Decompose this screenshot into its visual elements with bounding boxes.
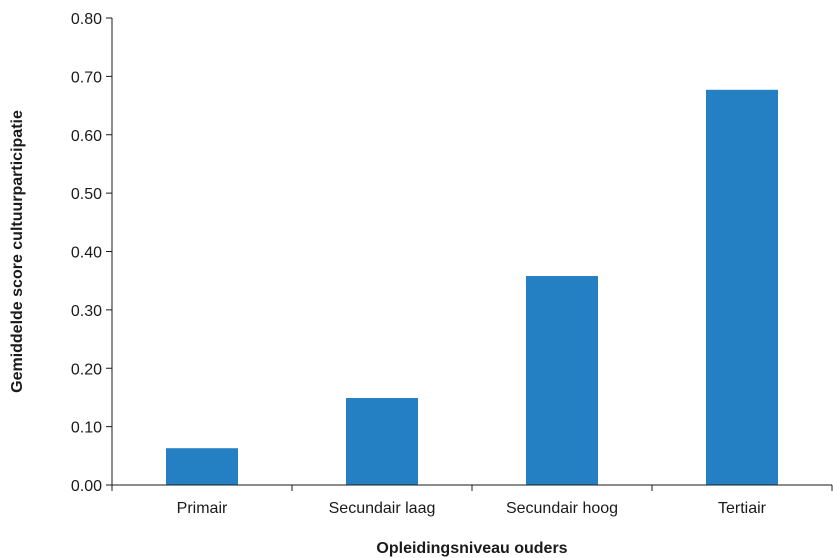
y-tick-label: 0.20 xyxy=(71,361,102,378)
bars xyxy=(166,89,778,486)
bar xyxy=(166,448,238,485)
y-tick-label: 0.40 xyxy=(71,245,102,262)
y-tick-label: 0.10 xyxy=(71,420,102,437)
x-tick-label: Tertiair xyxy=(718,500,767,517)
y-tick-label: 0.50 xyxy=(71,186,102,203)
x-tick-label: Primair xyxy=(177,500,228,517)
bar xyxy=(346,398,418,485)
y-tick-label: 0.70 xyxy=(71,69,102,86)
y-axis-ticks: 0.00 0.10 0.20 0.30 0.40 0.50 0.60 0.70 0.80 xyxy=(71,11,112,495)
y-tick-label: 0.30 xyxy=(71,303,102,320)
x-axis-title: Opleidingsniveau ouders xyxy=(376,540,567,557)
y-tick-label: 0.00 xyxy=(71,478,102,495)
x-tick-label: Secundair hoog xyxy=(506,500,618,517)
y-axis-title: Gemiddelde score cultuurparticipatie xyxy=(9,110,26,393)
x-axis-ticks: Primair Secundair laag Secundair hoog Terti… xyxy=(111,485,833,517)
y-tick-label: 0.80 xyxy=(71,11,102,28)
bar xyxy=(526,276,598,485)
x-tick-label: Secundair laag xyxy=(329,500,436,517)
bar xyxy=(706,89,778,486)
y-tick-label: 0.60 xyxy=(71,128,102,145)
